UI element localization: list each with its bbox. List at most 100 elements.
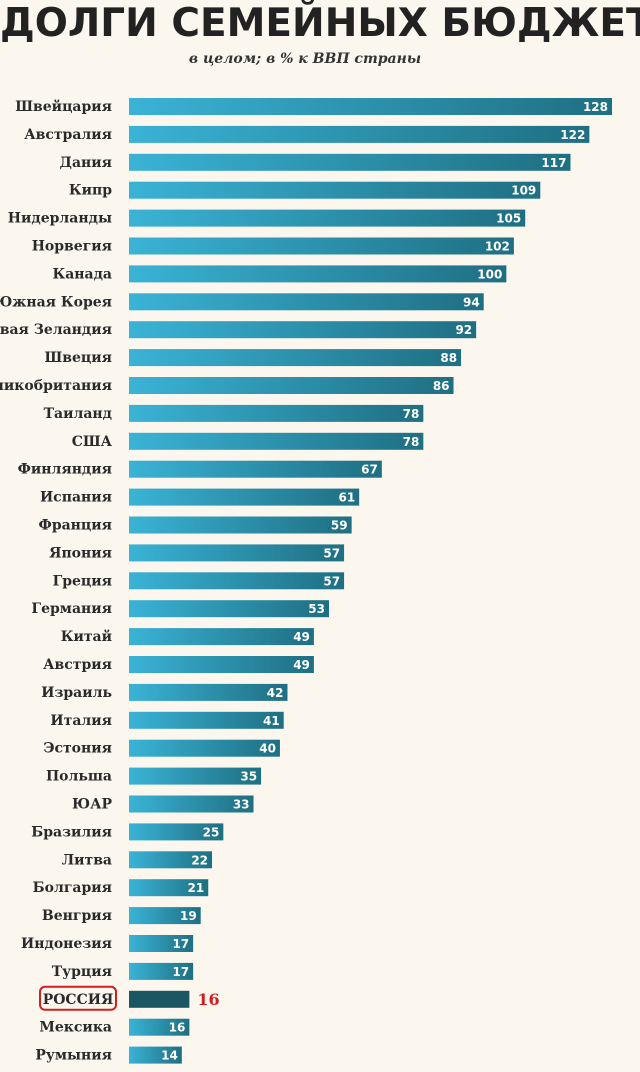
value-label-23: 41: [263, 714, 280, 728]
value-label-4: 109: [511, 184, 536, 198]
bar-24: [129, 739, 280, 757]
category-label-6: Норвегия: [32, 239, 112, 255]
category-label-2: Австралия: [24, 127, 112, 143]
bar-6: [129, 237, 514, 255]
value-label-20: 49: [293, 630, 310, 644]
bar-9: [129, 321, 477, 339]
bar-21: [129, 656, 314, 673]
bar-14: [129, 460, 382, 478]
category-label-27: Бразилия: [31, 824, 112, 840]
value-label-15: 61: [338, 491, 355, 505]
bar-28: [129, 851, 213, 869]
bar-10: [129, 349, 462, 367]
bar-8: [129, 293, 484, 311]
bar-35: [129, 1046, 182, 1064]
category-label-17: Япония: [49, 545, 112, 561]
value-label-19: 53: [308, 602, 325, 616]
bar-7: [129, 265, 507, 283]
category-label-28: Литва: [62, 852, 112, 868]
category-label-22: Израиль: [41, 685, 112, 701]
value-label-9: 92: [455, 323, 472, 337]
category-label-5: Нидерланды: [8, 211, 112, 227]
value-label-27: 25: [203, 825, 220, 839]
category-label-15: Испания: [40, 490, 112, 506]
value-label-17: 57: [323, 546, 340, 560]
bar-19: [129, 600, 329, 618]
value-label-13: 78: [403, 435, 420, 449]
value-label-25: 35: [240, 770, 257, 784]
value-label-34: 16: [169, 1021, 186, 1035]
value-label-1: 128: [583, 100, 608, 114]
bar-26: [129, 795, 254, 813]
value-label-35: 14: [161, 1049, 178, 1063]
value-label-31: 17: [172, 937, 189, 951]
value-label-2: 122: [560, 128, 585, 142]
value-label-33: 16: [197, 990, 219, 1009]
value-label-29: 21: [188, 881, 205, 895]
category-label-9: Новая Зеландия: [0, 322, 112, 338]
bar-30: [129, 907, 201, 925]
chart-title: ДОЛГИ СЕМЕЙНЫХ БЮДЖЕТОВ: [0, 1, 640, 46]
category-label-24: Эстония: [43, 741, 112, 757]
bar-23: [129, 711, 284, 729]
bar-1: [129, 98, 612, 115]
bar-16: [129, 516, 352, 534]
bar-20: [129, 628, 314, 646]
value-label-5: 105: [496, 212, 521, 226]
value-label-7: 100: [477, 267, 502, 281]
category-label-14: Финляндия: [18, 462, 112, 478]
bar-11: [129, 377, 454, 394]
value-label-24: 40: [259, 742, 276, 756]
category-label-33: РОССИЯ: [43, 992, 114, 1008]
bar-18: [129, 572, 345, 590]
value-label-6: 102: [485, 240, 510, 254]
category-label-25: Польша: [46, 769, 112, 785]
bar-5: [129, 209, 526, 227]
bar-13: [129, 432, 424, 450]
value-label-21: 49: [293, 658, 310, 672]
category-label-11: Великобритания: [0, 378, 112, 394]
category-label-16: Франция: [39, 518, 112, 534]
category-label-12: Таиланд: [44, 406, 112, 422]
category-label-23: Италия: [50, 713, 112, 729]
category-label-3: Дания: [60, 155, 113, 171]
value-label-28: 22: [191, 853, 208, 867]
value-label-22: 42: [267, 686, 284, 700]
bar-33: [129, 990, 190, 1008]
value-label-26: 33: [233, 798, 250, 812]
category-label-21: Австрия: [43, 657, 112, 673]
bar-34: [129, 1018, 190, 1036]
bar-27: [129, 823, 224, 841]
category-label-4: Кипр: [69, 183, 112, 199]
value-label-12: 78: [403, 407, 420, 421]
category-label-31: Индонезия: [21, 936, 112, 952]
category-label-10: Швеция: [45, 350, 112, 366]
category-label-34: Мексика: [39, 1020, 112, 1036]
category-label-7: Канада: [52, 266, 112, 282]
category-label-18: Греция: [53, 573, 112, 589]
category-label-29: Болгария: [33, 880, 112, 896]
value-label-10: 88: [440, 351, 457, 365]
category-label-19: Германия: [31, 601, 112, 617]
value-label-16: 59: [331, 519, 348, 533]
value-label-3: 117: [541, 156, 566, 170]
value-label-14: 67: [361, 463, 378, 477]
bar-32: [129, 962, 194, 980]
chart-subtitle: в целом; в % к ВВП страны: [188, 51, 422, 67]
bar-12: [129, 404, 424, 422]
value-label-32: 17: [172, 965, 189, 979]
category-label-13: США: [72, 434, 113, 450]
bar-25: [129, 767, 262, 785]
bar-22: [129, 683, 288, 701]
category-label-8: Южная Корея: [0, 294, 112, 310]
bar-29: [129, 879, 209, 897]
bar-17: [129, 544, 345, 562]
bar-3: [129, 153, 571, 171]
category-label-26: ЮАР: [72, 797, 112, 813]
category-label-30: Венгрия: [42, 908, 112, 924]
category-label-20: Китай: [61, 628, 112, 645]
category-label-35: Румыния: [35, 1048, 112, 1064]
value-label-11: 86: [433, 379, 450, 393]
value-label-18: 57: [323, 574, 340, 588]
